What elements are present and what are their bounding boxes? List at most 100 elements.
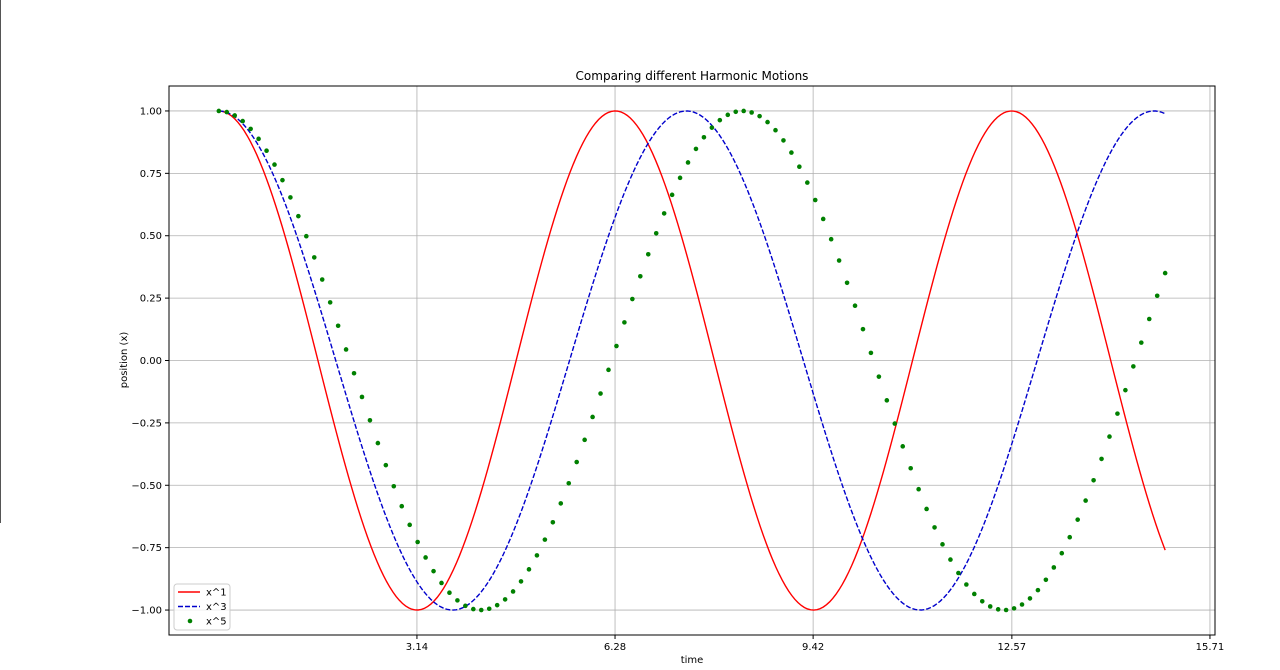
data-point xyxy=(932,525,937,530)
data-point xyxy=(852,303,858,309)
data-point xyxy=(375,440,381,446)
data-point xyxy=(916,486,921,492)
series-layer xyxy=(216,108,1168,613)
data-point xyxy=(399,503,405,509)
data-point xyxy=(359,394,365,400)
x-tick-label: 6.28 xyxy=(604,642,626,653)
data-point xyxy=(805,180,810,185)
y-tick-label: −0.75 xyxy=(131,543,162,554)
y-tick-label: 1.00 xyxy=(140,106,162,117)
data-point xyxy=(367,417,373,423)
data-point xyxy=(566,480,572,486)
data-point xyxy=(693,146,699,152)
data-point xyxy=(884,398,890,403)
data-point xyxy=(924,506,929,512)
data-point xyxy=(510,589,516,594)
data-point xyxy=(630,296,635,302)
data-point xyxy=(296,213,301,219)
data-point xyxy=(407,522,412,528)
data-point xyxy=(1154,293,1160,299)
x-tick-label: 9.42 xyxy=(802,642,824,653)
chart-title: Comparing different Harmonic Motions xyxy=(576,69,809,83)
data-point xyxy=(828,236,834,242)
data-point xyxy=(256,136,261,142)
data-point xyxy=(224,109,230,115)
data-point xyxy=(1019,602,1025,607)
data-point xyxy=(868,350,874,356)
data-point xyxy=(542,537,548,542)
data-point xyxy=(669,192,675,198)
data-point xyxy=(1115,411,1120,416)
data-point xyxy=(447,590,452,596)
data-point xyxy=(1162,270,1168,276)
data-point xyxy=(638,273,643,279)
y-tick-label: 0.00 xyxy=(140,356,162,367)
window-edge xyxy=(0,0,1,523)
data-point xyxy=(423,555,428,560)
data-point xyxy=(701,134,707,140)
data-point xyxy=(717,117,723,123)
data-point xyxy=(383,462,389,468)
data-point xyxy=(351,370,357,376)
data-point xyxy=(550,519,556,525)
y-ticks: −1.00 −0.75 −0.50 −0.25 0.00 0.25 0.50 0.75 1.00 xyxy=(131,106,169,617)
data-point xyxy=(343,347,349,352)
legend-label: x^1 xyxy=(206,588,227,599)
data-point xyxy=(812,197,818,203)
data-point xyxy=(1075,517,1080,522)
data-point xyxy=(264,148,269,154)
data-point xyxy=(892,421,898,426)
legend-box xyxy=(173,583,231,631)
data-point xyxy=(964,582,969,587)
data-point xyxy=(311,255,317,260)
series-1-line xyxy=(218,110,1166,611)
data-point xyxy=(463,603,468,609)
data-point xyxy=(820,216,826,222)
data-point xyxy=(900,444,906,449)
data-point xyxy=(1131,364,1136,369)
data-point xyxy=(876,374,882,379)
data-point xyxy=(765,119,770,125)
data-point xyxy=(455,598,460,603)
data-point xyxy=(749,110,754,115)
data-point xyxy=(860,326,866,332)
data-point xyxy=(248,126,253,132)
data-point xyxy=(590,414,595,420)
legend-label: x^3 xyxy=(206,602,227,613)
y-tick-label: −0.50 xyxy=(131,481,162,492)
data-point xyxy=(844,280,850,286)
data-point xyxy=(1107,434,1112,439)
data-point xyxy=(1091,478,1096,483)
data-point xyxy=(534,553,540,558)
data-point xyxy=(1051,565,1057,570)
data-point xyxy=(940,542,945,547)
data-point xyxy=(956,570,961,576)
data-point xyxy=(280,177,285,183)
data-point xyxy=(1099,456,1104,462)
data-point xyxy=(486,606,492,612)
data-point xyxy=(232,113,238,118)
data-point xyxy=(677,175,683,181)
data-point xyxy=(216,108,222,114)
data-point xyxy=(431,568,436,574)
data-point xyxy=(598,391,603,396)
data-point xyxy=(1011,606,1017,611)
data-point xyxy=(614,343,619,349)
data-point xyxy=(526,567,532,572)
series-2-points xyxy=(216,108,1168,613)
data-point xyxy=(272,162,277,167)
data-point xyxy=(319,277,325,282)
data-point xyxy=(304,233,309,239)
data-point xyxy=(240,118,245,124)
data-point xyxy=(415,539,420,545)
data-point xyxy=(574,459,579,465)
data-point xyxy=(1043,577,1049,583)
data-point xyxy=(518,579,524,584)
data-point xyxy=(582,437,587,443)
x-tick-label: 3.14 xyxy=(406,642,428,653)
data-point xyxy=(797,164,802,170)
data-point xyxy=(1146,316,1152,322)
x-axis-label: time xyxy=(681,655,704,666)
data-point xyxy=(1003,607,1009,613)
data-point xyxy=(908,465,913,471)
